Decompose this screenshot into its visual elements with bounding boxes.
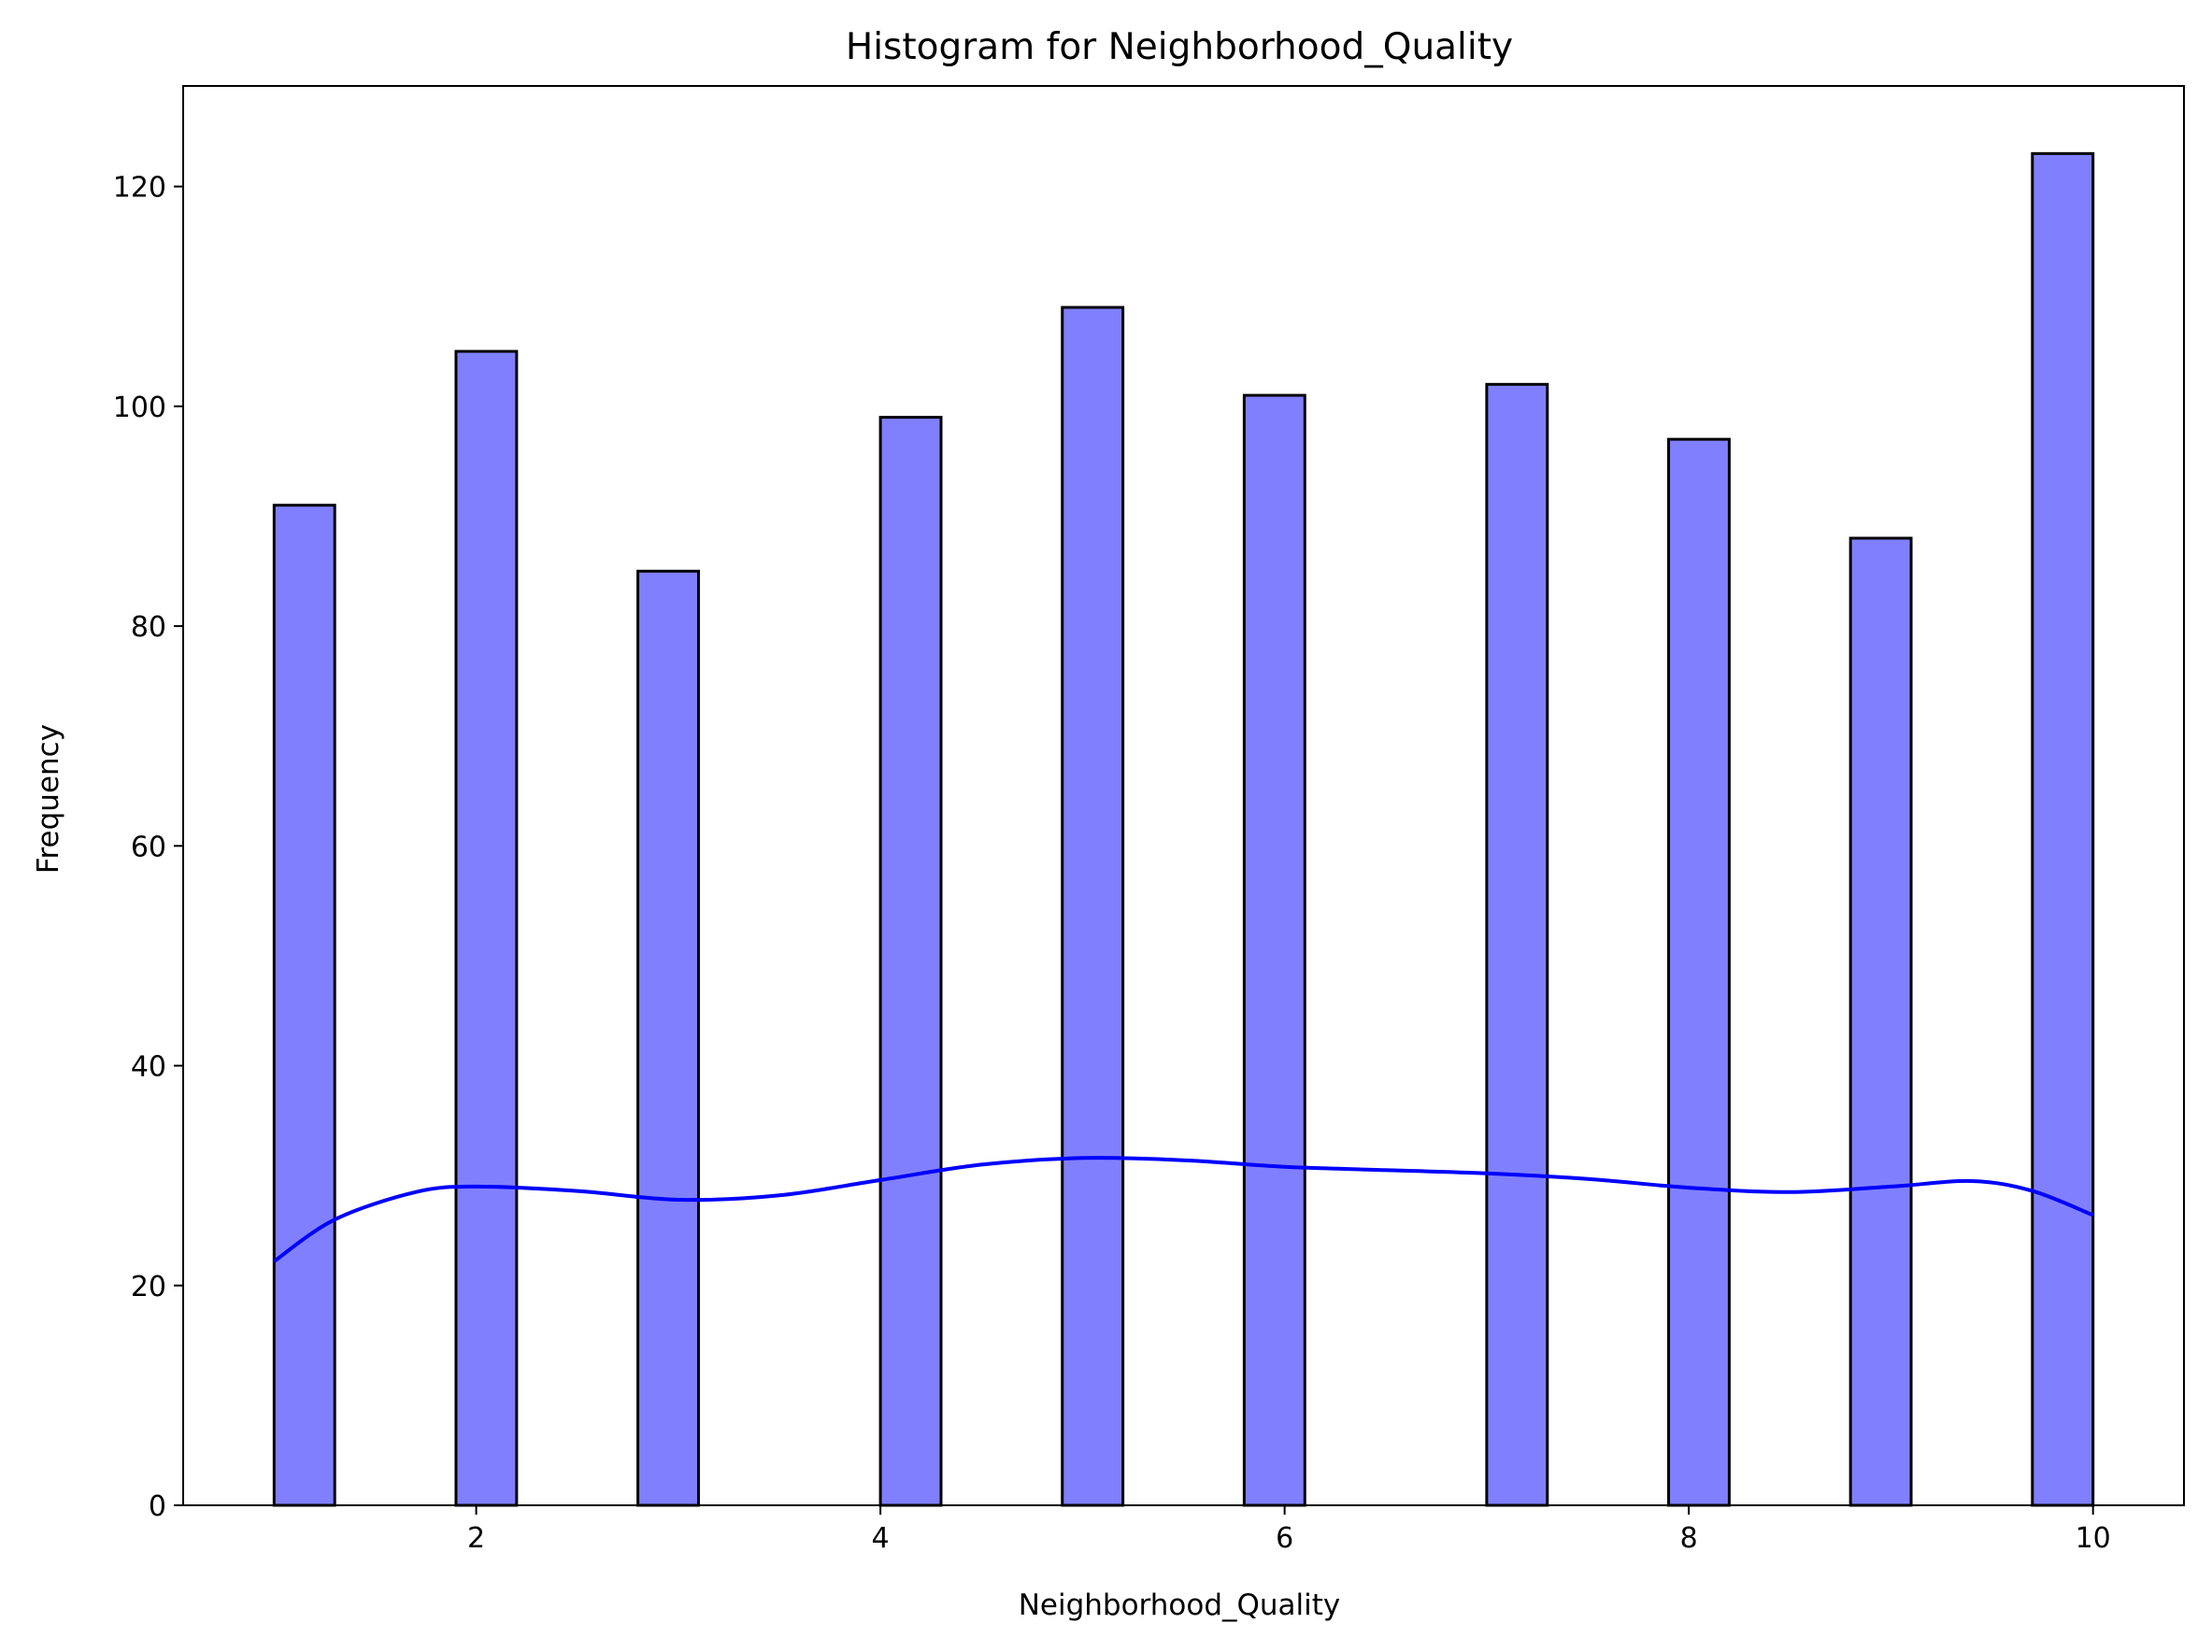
histogram-bar-3: [636, 569, 700, 1507]
x-tick-label: 10: [2076, 1522, 2111, 1555]
histogram-bar-6: [1242, 393, 1306, 1507]
bars-layer: [272, 151, 2095, 1507]
y-tick-label: 120: [113, 172, 166, 205]
kde-line: [273, 1156, 2094, 1263]
plot-frame: [182, 85, 2185, 1506]
y-axis-label: Frequency: [32, 724, 65, 874]
y-tick-label: 40: [131, 1051, 166, 1084]
histogram-bar-1: [272, 504, 336, 1507]
histogram-bar-2: [454, 349, 519, 1507]
histogram-bar-10: [2031, 151, 2095, 1507]
x-tick-label: 2: [467, 1522, 485, 1555]
histogram-bar-8: [1667, 437, 1731, 1507]
chart-title: Histogram for Neighborhood_Quality: [846, 26, 1513, 68]
histogram-bar-4: [878, 416, 943, 1507]
x-tick-label: 6: [1276, 1522, 1293, 1555]
x-tick-label: 4: [872, 1522, 890, 1555]
x-axis-label: Neighborhood_Quality: [1019, 1588, 1341, 1622]
y-tick-label: 100: [113, 392, 166, 424]
y-tick-label: 20: [131, 1271, 166, 1303]
y-tick-label: 0: [149, 1490, 166, 1523]
histogram-bar-9: [1848, 536, 1913, 1507]
histogram-bar-5: [1061, 306, 1125, 1507]
histogram-bar-7: [1485, 382, 1549, 1507]
y-axis-ticks: 0 20 40 60 80 100 120: [113, 172, 183, 1523]
x-axis-ticks: 2 4 6 8 10: [467, 1505, 2111, 1555]
y-tick-label: 80: [131, 611, 166, 644]
x-tick-label: 8: [1680, 1522, 1698, 1555]
y-tick-label: 60: [131, 831, 166, 863]
